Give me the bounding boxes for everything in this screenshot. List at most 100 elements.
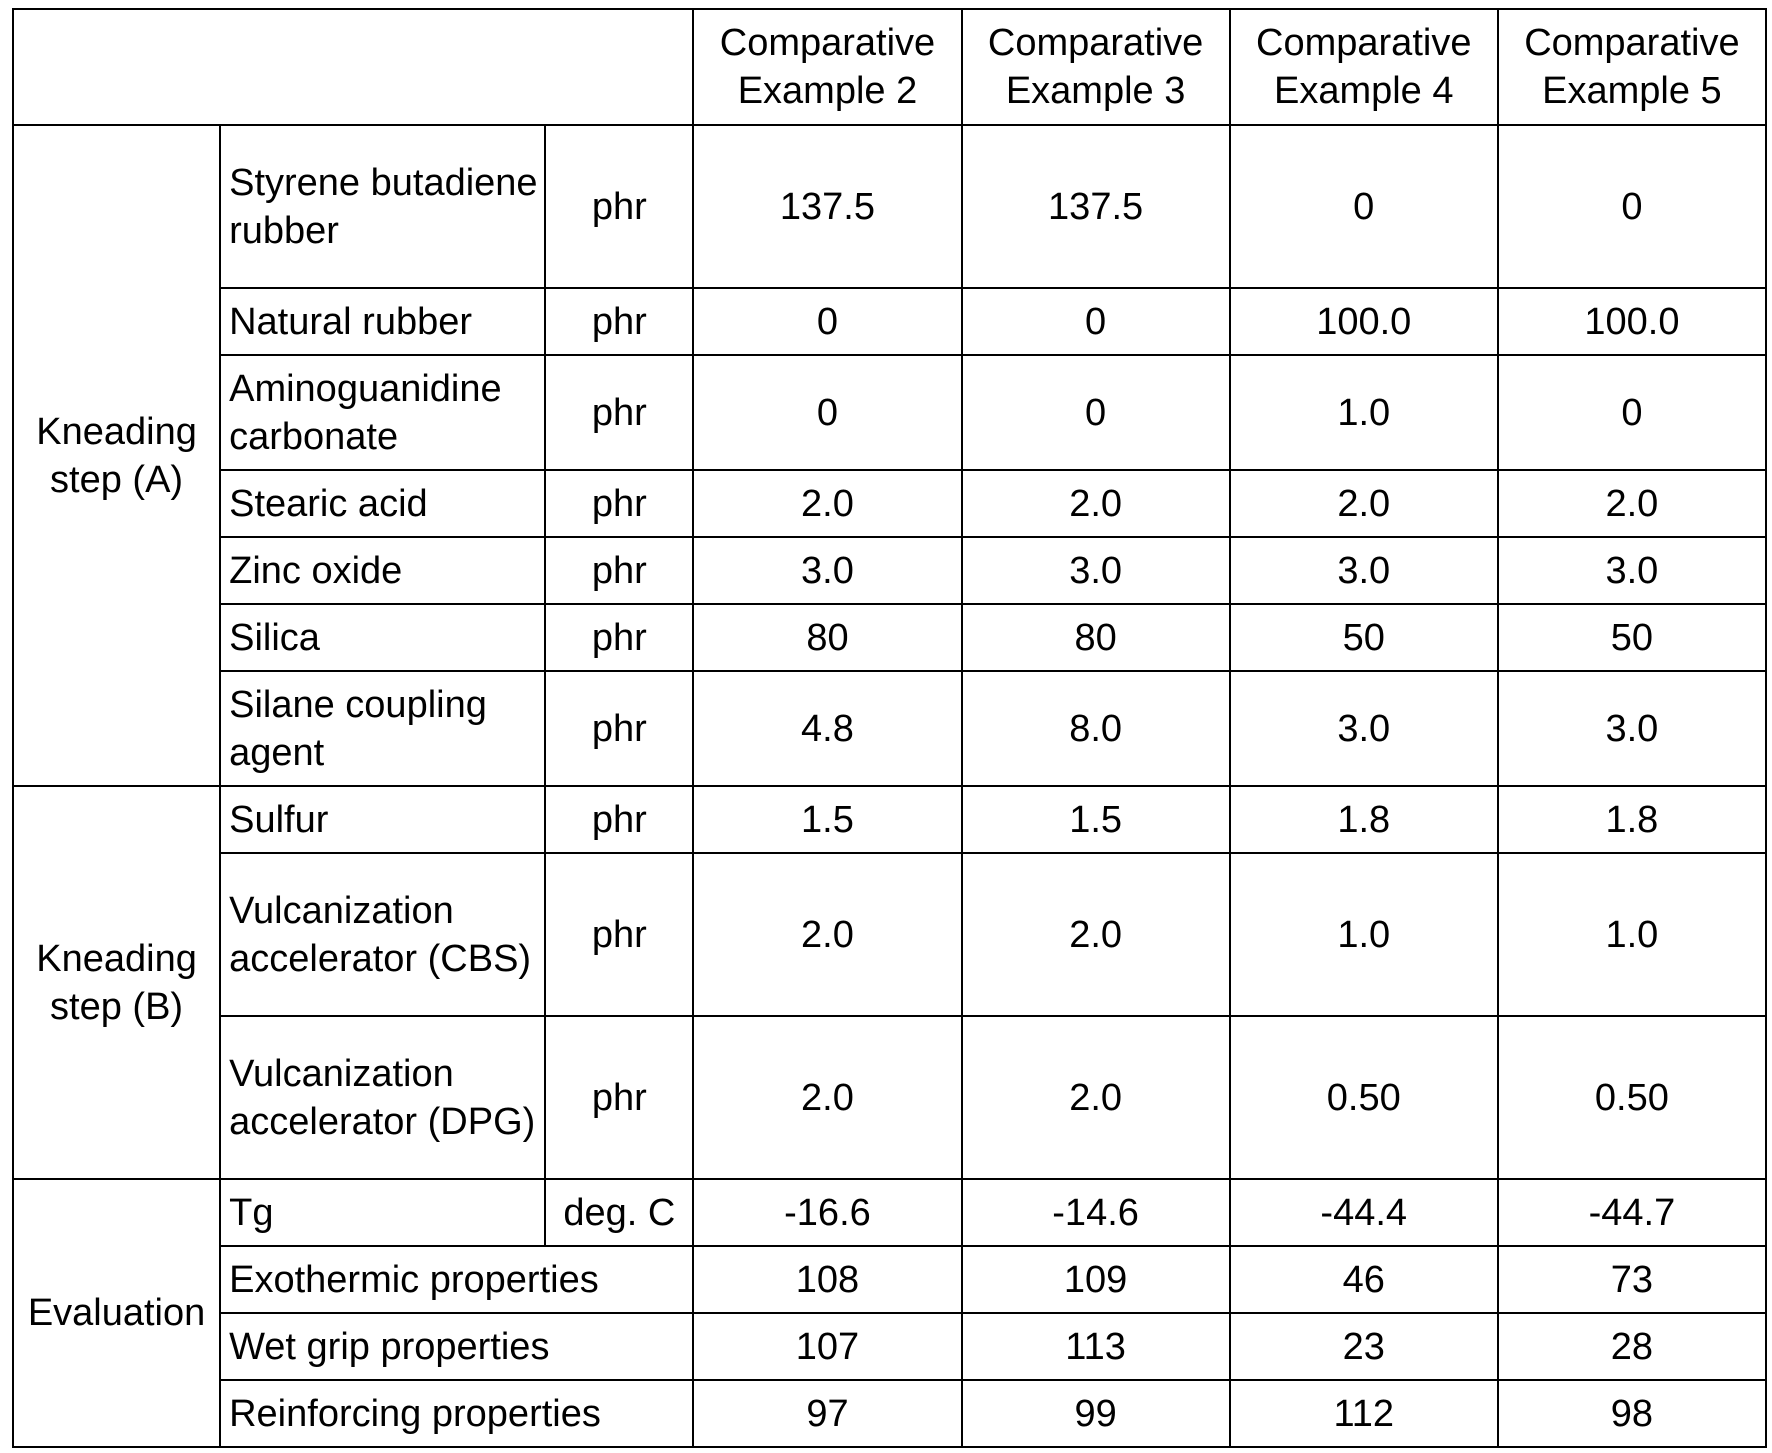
row-unit: phr — [545, 853, 693, 1016]
table-cell: 3.0 — [1230, 671, 1498, 786]
table-cell: 0 — [1498, 355, 1766, 470]
table-cell: 0 — [962, 355, 1230, 470]
row-label: Reinforcing properties — [220, 1380, 693, 1447]
table-cell: 46 — [1230, 1246, 1498, 1313]
table-row: Evaluation Tg deg. C -16.6 -14.6 -44.4 -… — [13, 1179, 1766, 1246]
table-cell: 8.0 — [962, 671, 1230, 786]
row-label: Vulcanization accelerator (CBS) — [220, 853, 545, 1016]
row-label: Silica — [220, 604, 545, 671]
row-label: Wet grip properties — [220, 1313, 693, 1380]
row-label: Aminoguanidine carbonate — [220, 355, 545, 470]
table-row: Reinforcing properties 97 99 112 98 — [13, 1380, 1766, 1447]
table-cell: 1.0 — [1230, 853, 1498, 1016]
row-label: Sulfur — [220, 786, 545, 853]
table-cell: 50 — [1498, 604, 1766, 671]
table-cell: 3.0 — [1230, 537, 1498, 604]
table-cell: 99 — [962, 1380, 1230, 1447]
row-unit: phr — [545, 355, 693, 470]
table-cell: 2.0 — [1230, 470, 1498, 537]
table-cell: 28 — [1498, 1313, 1766, 1380]
table-cell: 3.0 — [693, 537, 961, 604]
table-row: Kneading step (A) Styrene butadiene rubb… — [13, 125, 1766, 288]
table-container: Comparative Example 2 Comparative Exampl… — [12, 8, 1767, 1448]
table-cell: 80 — [962, 604, 1230, 671]
table-cell: 23 — [1230, 1313, 1498, 1380]
table-cell: -16.6 — [693, 1179, 961, 1246]
table-cell: 0 — [1498, 125, 1766, 288]
table-cell: -44.7 — [1498, 1179, 1766, 1246]
table-cell: 80 — [693, 604, 961, 671]
table-cell: 1.0 — [1498, 853, 1766, 1016]
table-row: Aminoguanidine carbonate phr 0 0 1.0 0 — [13, 355, 1766, 470]
table-cell: 2.0 — [962, 1016, 1230, 1179]
row-label: Natural rubber — [220, 288, 545, 355]
row-unit: phr — [545, 125, 693, 288]
table-row: Natural rubber phr 0 0 100.0 100.0 — [13, 288, 1766, 355]
row-label: Vulcanization accelerator (DPG) — [220, 1016, 545, 1179]
row-unit: phr — [545, 786, 693, 853]
table-cell: -14.6 — [962, 1179, 1230, 1246]
table-cell: 0.50 — [1498, 1016, 1766, 1179]
row-unit: phr — [545, 604, 693, 671]
column-header: Comparative Example 4 — [1230, 9, 1498, 125]
row-label: Stearic acid — [220, 470, 545, 537]
row-unit: phr — [545, 671, 693, 786]
group-label-kneading-b: Kneading step (B) — [13, 786, 220, 1179]
table-cell: 1.5 — [693, 786, 961, 853]
table-row: Silica phr 80 80 50 50 — [13, 604, 1766, 671]
table-cell: 73 — [1498, 1246, 1766, 1313]
table-cell: 1.8 — [1498, 786, 1766, 853]
table-cell: 50 — [1230, 604, 1498, 671]
table-cell: 100.0 — [1498, 288, 1766, 355]
table-cell: 3.0 — [1498, 537, 1766, 604]
table-cell: -44.4 — [1230, 1179, 1498, 1246]
row-label: Tg — [220, 1179, 545, 1246]
column-header: Comparative Example 3 — [962, 9, 1230, 125]
table-cell: 3.0 — [1498, 671, 1766, 786]
table-row: Exothermic properties 108 109 46 73 — [13, 1246, 1766, 1313]
table-cell: 137.5 — [693, 125, 961, 288]
row-unit: phr — [545, 288, 693, 355]
table-cell: 112 — [1230, 1380, 1498, 1447]
row-label: Styrene butadiene rubber — [220, 125, 545, 288]
table-cell: 98 — [1498, 1380, 1766, 1447]
row-unit: deg. C — [545, 1179, 693, 1246]
table-cell: 107 — [693, 1313, 961, 1380]
table-cell: 1.8 — [1230, 786, 1498, 853]
table-cell: 1.5 — [962, 786, 1230, 853]
table-cell: 2.0 — [693, 1016, 961, 1179]
header-blank-cell — [13, 9, 693, 125]
row-unit: phr — [545, 537, 693, 604]
row-unit: phr — [545, 470, 693, 537]
table-cell: 0 — [693, 355, 961, 470]
table-cell: 113 — [962, 1313, 1230, 1380]
group-label-evaluation: Evaluation — [13, 1179, 220, 1447]
table-cell: 0.50 — [1230, 1016, 1498, 1179]
table-cell: 2.0 — [962, 853, 1230, 1016]
table-cell: 0 — [962, 288, 1230, 355]
column-header: Comparative Example 2 — [693, 9, 961, 125]
table-cell: 97 — [693, 1380, 961, 1447]
table-cell: 1.0 — [1230, 355, 1498, 470]
table-cell: 3.0 — [962, 537, 1230, 604]
table-cell: 2.0 — [1498, 470, 1766, 537]
table-cell: 0 — [1230, 125, 1498, 288]
row-label: Exothermic properties — [220, 1246, 693, 1313]
table-row: Zinc oxide phr 3.0 3.0 3.0 3.0 — [13, 537, 1766, 604]
table-cell: 109 — [962, 1246, 1230, 1313]
table-cell: 108 — [693, 1246, 961, 1313]
group-label-kneading-a: Kneading step (A) — [13, 125, 220, 786]
header-row: Comparative Example 2 Comparative Exampl… — [13, 9, 1766, 125]
row-unit: phr — [545, 1016, 693, 1179]
row-label: Silane coupling agent — [220, 671, 545, 786]
row-label: Zinc oxide — [220, 537, 545, 604]
table-row: Wet grip properties 107 113 23 28 — [13, 1313, 1766, 1380]
composition-table: Comparative Example 2 Comparative Exampl… — [12, 8, 1767, 1448]
table-cell: 4.8 — [693, 671, 961, 786]
table-row: Silane coupling agent phr 4.8 8.0 3.0 3.… — [13, 671, 1766, 786]
table-cell: 2.0 — [693, 853, 961, 1016]
table-row: Stearic acid phr 2.0 2.0 2.0 2.0 — [13, 470, 1766, 537]
table-cell: 0 — [693, 288, 961, 355]
table-row: Kneading step (B) Sulfur phr 1.5 1.5 1.8… — [13, 786, 1766, 853]
table-cell: 100.0 — [1230, 288, 1498, 355]
